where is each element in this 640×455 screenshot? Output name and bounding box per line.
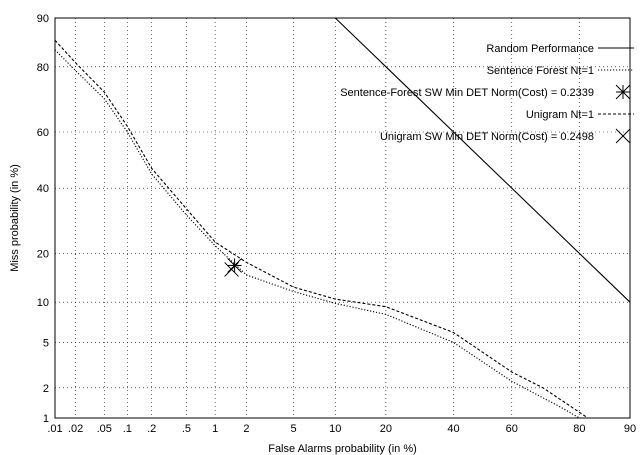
y-tick-label: 10 (37, 297, 49, 309)
legend-item: Sentence-Forest SW Min DET Norm(Cost) = … (340, 84, 631, 100)
x-tick-label: 10 (329, 423, 341, 435)
series-line-3 (54, 39, 589, 419)
y-tick-label: 2 (43, 383, 49, 395)
x-tick-label: .5 (182, 423, 191, 435)
y-tick-label: 20 (37, 248, 49, 260)
legend-item: Unigram SW Min DET Norm(Cost) = 0.2498 (380, 128, 631, 144)
series-marker-4 (224, 262, 239, 277)
legend-item: Sentence Forest Nt=1 (487, 65, 634, 77)
x-axis-title: False Alarms probability (in %) (268, 443, 417, 455)
series-line-0 (334, 17, 631, 303)
x-tick-label: .02 (68, 423, 83, 435)
x-tick-label: .2 (147, 423, 156, 435)
series-layer (54, 17, 631, 419)
x-tick-label: 2 (243, 423, 249, 435)
x-tick-label: .1 (123, 423, 132, 435)
legend-label: Random Performance (486, 43, 594, 55)
y-tick-label: 1 (43, 413, 49, 425)
x-tick-label: 5 (290, 423, 296, 435)
legend: Random Performance Sentence Forest Nt=1 Se… (340, 43, 634, 144)
legend-label: Unigram SW Min DET Norm(Cost) = 0.2498 (380, 131, 594, 143)
y-axis-title: Miss probability (in %) (9, 164, 21, 272)
marker-stroke (224, 262, 239, 277)
tick-layer: .01 .02 .05 .1 .2 .5 1 2 5 10 20 40 60 80 90 1 2 5 10 20 40 6… (37, 13, 636, 435)
x-tick-label: 90 (624, 423, 636, 435)
series-marker-2 (227, 258, 242, 273)
y-tick-label: 40 (37, 183, 49, 195)
legend-item: Random Performance (486, 43, 634, 55)
y-tick-label: 5 (43, 337, 49, 349)
legend-label: Sentence-Forest SW Min DET Norm(Cost) = … (340, 87, 594, 99)
legend-label: Sentence Forest Nt=1 (487, 65, 594, 77)
legend-item: Unigram Nt=1 (526, 109, 634, 121)
marker-stroke (227, 258, 242, 273)
legend-marker (615, 84, 631, 100)
marker-stroke (615, 128, 631, 144)
x-tick-label: .01 (47, 423, 62, 435)
x-tick-label: 80 (573, 423, 585, 435)
marker-stroke (615, 84, 631, 100)
y-tick-label: 60 (37, 127, 49, 139)
y-tick-label: 80 (37, 62, 49, 74)
x-tick-label: 1 (212, 423, 218, 435)
legend-label: Unigram Nt=1 (526, 109, 594, 121)
x-tick-label: 20 (380, 423, 392, 435)
legend-marker (615, 128, 631, 144)
y-tick-label: 90 (37, 13, 49, 25)
x-tick-label: .05 (97, 423, 112, 435)
x-tick-label: 40 (447, 423, 459, 435)
series-line-1 (54, 49, 580, 419)
plot-frame (54, 17, 631, 419)
x-tick-label: 60 (506, 423, 518, 435)
